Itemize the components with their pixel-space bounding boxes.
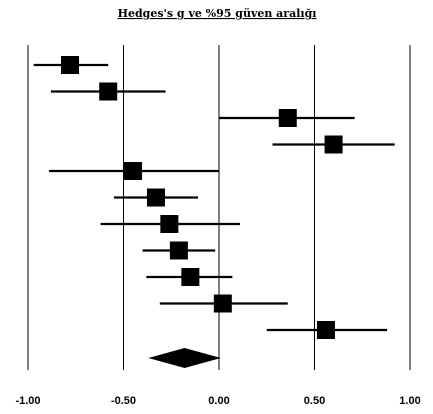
- effect-square-4: [124, 162, 143, 180]
- x-tick-labels: -1.00 -0.50 0.00 0.50 1.00: [15, 395, 420, 407]
- x-tick-label-1: -0.50: [111, 395, 136, 407]
- effect-square-2: [278, 109, 297, 127]
- effect-square-5: [146, 188, 165, 207]
- effect-square-1: [99, 82, 118, 101]
- effect-size-markers: [61, 56, 343, 339]
- effect-square-7: [169, 241, 188, 260]
- x-tick-label-4: 1.00: [399, 395, 420, 407]
- grid-lines: [27, 45, 411, 370]
- confidence-intervals: [33, 63, 395, 332]
- x-tick-label-3: 0.50: [304, 395, 325, 407]
- x-tick-label-2: 0.00: [208, 395, 229, 407]
- chart-title: Hedges's g ve %95 güven aralığı: [118, 7, 317, 20]
- x-tick-label-0: -1.00: [15, 395, 40, 407]
- summary-estimate: [148, 348, 221, 368]
- effect-square-9: [213, 294, 232, 313]
- effect-square-0: [61, 56, 80, 74]
- effect-square-3: [324, 135, 343, 154]
- effect-square-10: [316, 321, 335, 339]
- summary-diamond: [148, 348, 221, 368]
- effect-square-8: [181, 268, 200, 286]
- effect-square-6: [160, 215, 179, 233]
